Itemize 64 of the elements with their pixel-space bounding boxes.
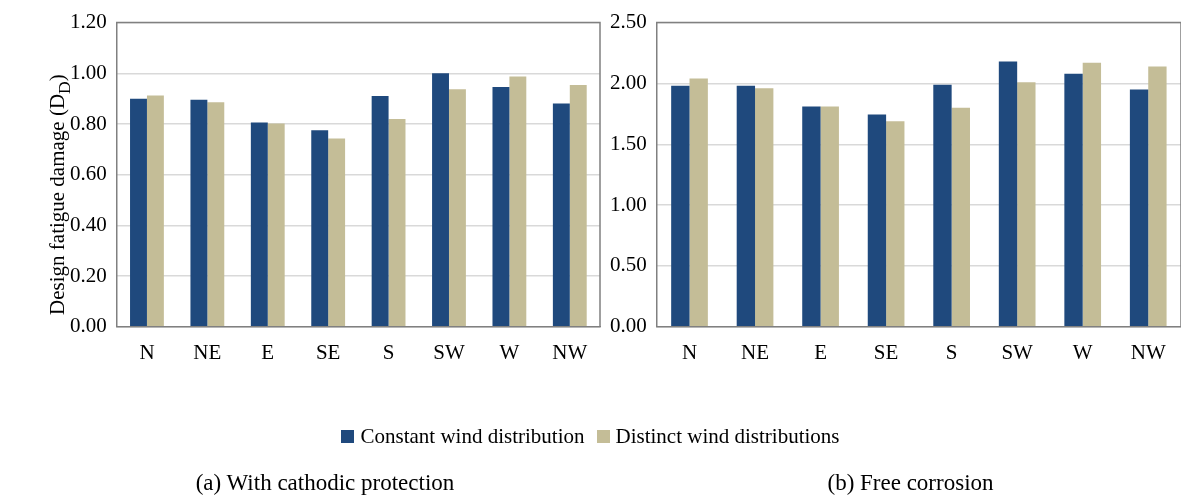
bar [492,86,510,327]
bar [802,106,821,327]
bar [388,118,406,327]
x-tick-label: SE [315,339,341,364]
bar [190,99,208,327]
bar [671,85,690,327]
y-tick-label: 0.80 [70,110,107,135]
bar [998,61,1018,327]
x-tick-label: E [261,339,275,364]
x-tick-label: W [499,339,520,364]
bar [820,106,839,327]
text: (a) With cathodic protection [194,470,456,496]
legend-label: Distinct wind distributions [615,424,840,449]
x-tick-label: SW [433,339,465,364]
bar [130,98,147,327]
bar [951,107,970,327]
bar [1129,89,1149,327]
bar [552,103,570,327]
bar [448,89,466,327]
y-tick-label: 1.20 [70,9,107,34]
bar [146,95,164,327]
y-tick-label: 0.00 [70,313,107,338]
x-tick-label: S [382,339,395,364]
x-tick-label: NW [1130,339,1166,364]
x-tick-label: N [681,339,698,364]
y-tick-label: 0.40 [70,211,107,236]
bar [509,76,527,327]
text: (b) Free corrosion [826,470,995,496]
x-tick-label: NE [741,339,770,364]
legend-label: Constant wind distribution [360,424,585,449]
bar [886,121,905,327]
bar [311,130,329,327]
x-tick-label: S [945,339,958,364]
bar [1064,73,1083,327]
y-tick-label: 0.00 [610,313,647,338]
bar [689,78,708,327]
bar [250,122,268,327]
x-tick-label: N [139,339,155,364]
bar [755,88,774,327]
x-tick-label: NE [193,339,222,364]
bar [267,123,285,327]
bar [569,84,587,327]
bar [1082,62,1102,327]
bar [1148,66,1167,327]
bar [328,138,346,327]
bar [1017,82,1036,327]
y-tick-label: 1.00 [610,191,647,216]
bar [867,114,887,327]
y-tick-label: 2.00 [610,69,647,94]
bar [736,85,756,327]
x-tick-label: E [814,339,827,364]
x-tick-label: W [1072,339,1093,364]
bar [371,96,389,327]
y-tick-label: 0.50 [610,252,647,277]
x-tick-label: SE [873,339,899,364]
bar [432,73,449,327]
y-tick-label: 0.60 [70,161,107,186]
x-tick-label: NW [552,339,588,364]
y-tick-label: 1.50 [610,130,647,155]
y-tick-label: 1.00 [70,59,107,84]
bar [933,84,952,327]
x-tick-label: SW [1001,339,1034,364]
y-tick-label: 2.50 [610,9,647,34]
bar [207,102,225,327]
